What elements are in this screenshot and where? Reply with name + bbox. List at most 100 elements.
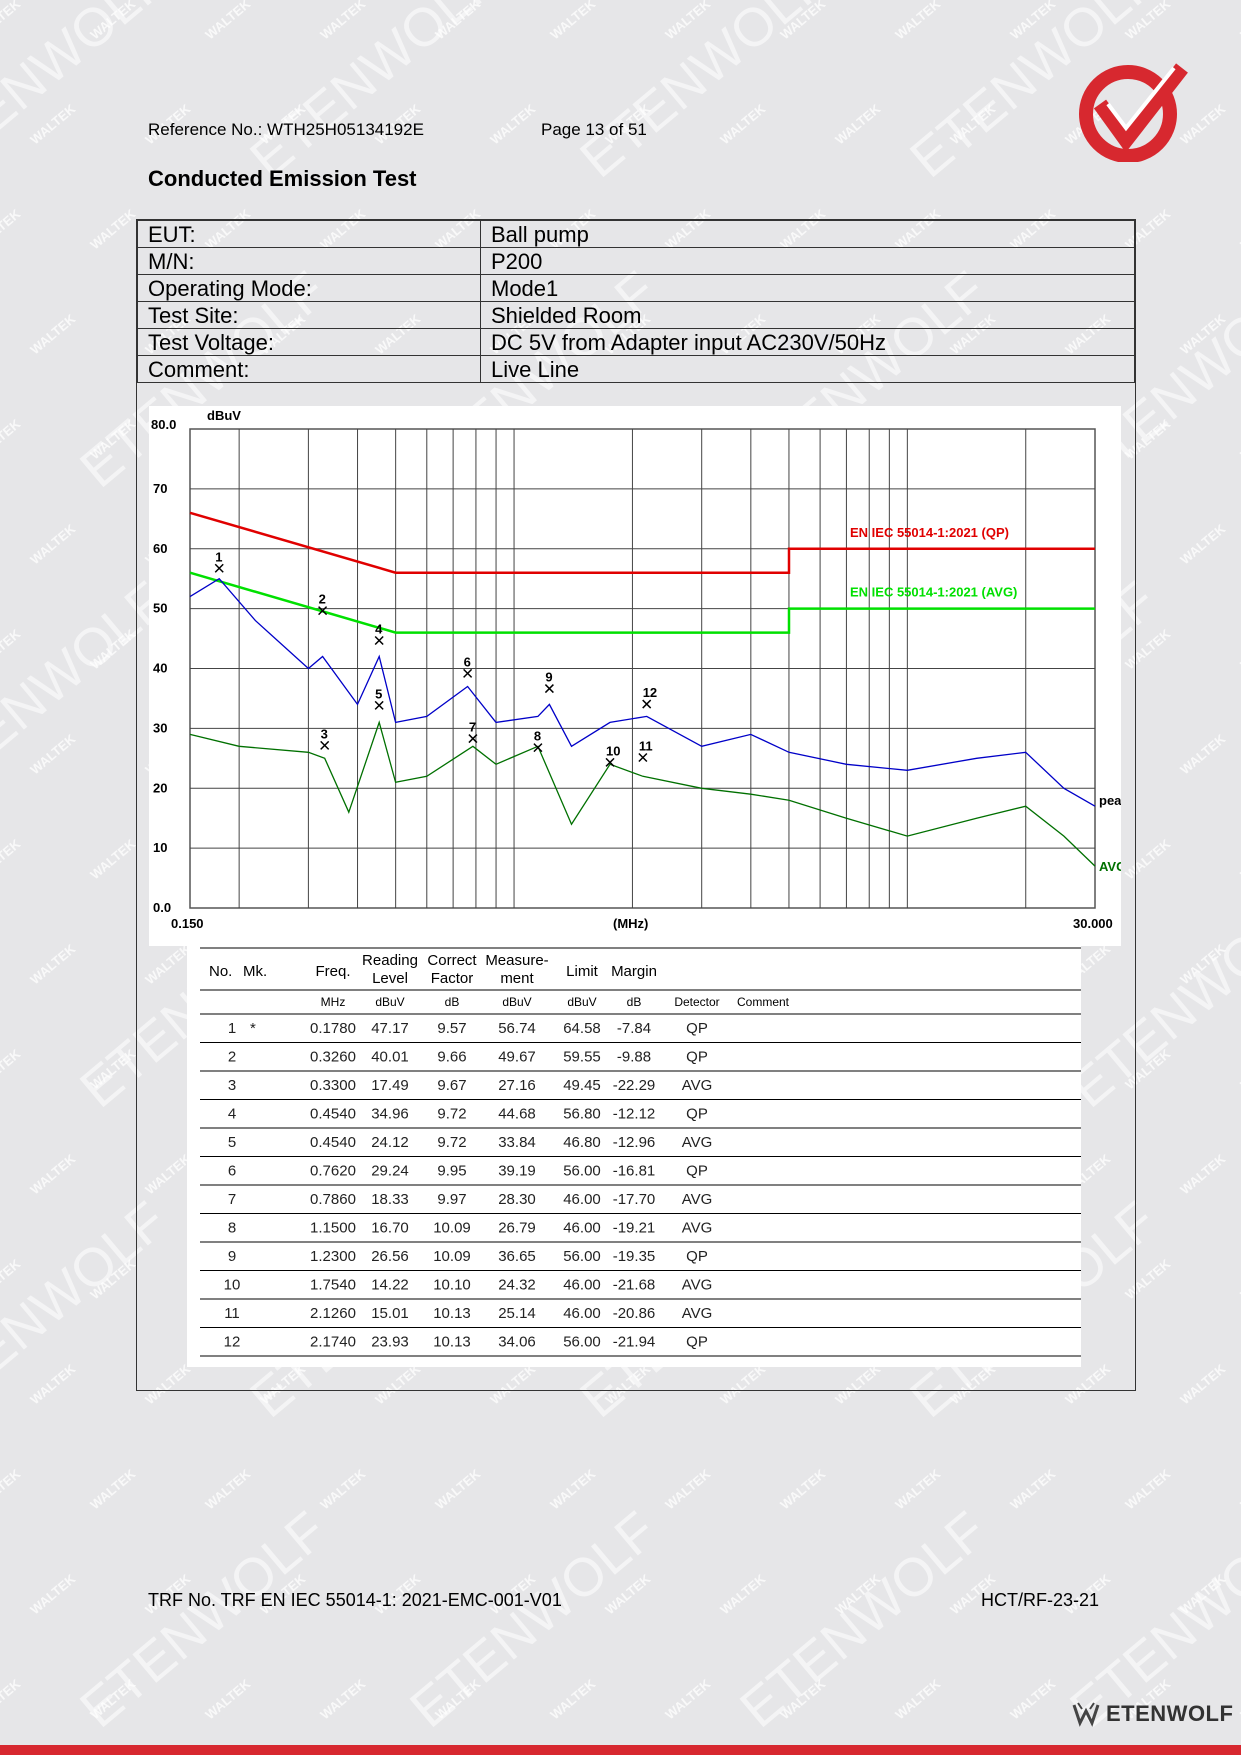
table-cell: 0.3260	[310, 1049, 356, 1066]
table-cell: 10.13	[433, 1334, 471, 1351]
emission-chart: 80.0 70 60 50 40 30 20 10 0.0 dBuV 0.150 30.000 (MHz…	[149, 406, 1129, 946]
watermark-text: WALTEK	[1177, 941, 1228, 988]
table-cell: 14.22	[371, 1277, 409, 1294]
watermark-text: WALTEK	[87, 0, 138, 42]
table-cell: 23.93	[371, 1334, 409, 1351]
info-row: M/N: P200	[137, 247, 1135, 275]
info-table: EUT: Ball pump M/N: P200 Operating Mode: Mo…	[137, 220, 1135, 383]
trf-number: TRF No. TRF EN IEC 55014-1: 2021-EMC-001…	[148, 1590, 562, 1610]
y-tick-label: 70	[153, 481, 167, 496]
table-cell: 8	[228, 1220, 236, 1237]
watermark-text: WALTEK	[27, 521, 78, 568]
watermark-text: WALTEK	[1237, 206, 1241, 253]
info-value: Shielded Room	[480, 301, 1135, 329]
watermark-text: WALTEK	[1122, 1466, 1173, 1513]
info-row: Comment: Live Line	[137, 355, 1135, 383]
watermark-text: WALTEK	[0, 416, 24, 463]
marker-x	[374, 635, 384, 646]
table-cell: 2.1740	[310, 1334, 356, 1351]
marker-x	[318, 606, 328, 616]
watermark-text: WALTEK	[0, 1046, 24, 1093]
watermark-text: WALTEK	[0, 206, 24, 253]
watermark-text: WALTEK	[662, 1676, 713, 1723]
table-cell: 47.17	[371, 1020, 409, 1037]
watermark-text: WALTEK	[432, 1466, 483, 1513]
page-title: Conducted Emission Test	[148, 166, 417, 191]
table-cell: 3	[228, 1077, 236, 1094]
info-label: Comment:	[137, 355, 481, 383]
table-cell: QP	[686, 1106, 708, 1123]
table-cell: 34.96	[371, 1106, 409, 1123]
table-cell: AVG	[682, 1277, 713, 1294]
table-cell: 10.09	[433, 1220, 471, 1237]
table-cell: 2.1260	[310, 1305, 356, 1322]
watermark-text: WALTEK	[87, 1676, 138, 1723]
table-cell: 56.80	[563, 1106, 601, 1123]
y-tick-label: 20	[153, 780, 167, 795]
table-cell: 10.09	[433, 1248, 471, 1265]
unit-label: dBuV	[567, 995, 596, 1009]
watermark-text: WALTEK	[1122, 0, 1173, 42]
unit-label: MHz	[321, 995, 346, 1009]
table-cell: 46.00	[563, 1191, 601, 1208]
watermark-text: WALTEK	[1237, 626, 1241, 673]
table-cell: -17.70	[613, 1191, 656, 1208]
y-tick-label: 0.0	[153, 900, 171, 915]
trace-line	[189, 577, 1096, 807]
watermark-text: WALTEK	[87, 206, 138, 253]
brand-name: ETENWOLF	[1106, 1701, 1234, 1726]
table-cell: 16.70	[371, 1220, 409, 1237]
table-cell: -21.94	[613, 1334, 656, 1351]
waltek-logo	[1079, 63, 1188, 162]
column-header: Measure-ment	[485, 952, 548, 987]
watermark-text: WALTEK	[202, 1676, 253, 1723]
watermark-text: WALTEK	[947, 101, 998, 148]
table-cell: 0.7860	[310, 1191, 356, 1208]
table-cell: -20.86	[613, 1305, 656, 1322]
watermark-text: WALTEK	[777, 0, 828, 42]
table-cell: QP	[686, 1020, 708, 1037]
info-value: DC 5V from Adapter input AC230V/50Hz	[480, 328, 1135, 356]
marker-x	[605, 757, 615, 767]
table-cell: 9.57	[437, 1020, 466, 1037]
table-cell: 25.14	[498, 1305, 536, 1322]
marker-x	[638, 752, 648, 763]
watermark-text: WALTEK	[717, 101, 768, 148]
marker-x	[463, 668, 473, 678]
etenwolf-brand: ETENWOLF	[1072, 1700, 1233, 1728]
bottom-accent-bar	[0, 1745, 1241, 1755]
watermark-text: WALTEK	[1237, 836, 1241, 883]
table-cell: 28.30	[498, 1191, 536, 1208]
marker-label: 11	[639, 738, 653, 753]
table-cell: 29.24	[371, 1163, 409, 1180]
marker-label: 8	[534, 729, 541, 744]
column-header: Freq.	[315, 963, 350, 980]
watermark-text: WALTEK	[0, 626, 24, 673]
watermark-text: WALTEK	[1237, 1466, 1241, 1513]
table-cell: 11	[224, 1305, 240, 1322]
marker-label: 10	[606, 743, 620, 758]
table-cell: 18.33	[371, 1191, 409, 1208]
table-cell: 9.72	[437, 1106, 466, 1123]
info-label: M/N:	[137, 247, 481, 275]
watermark-text: WALTEK	[602, 1571, 653, 1618]
watermark-text: ETENWOLF	[239, 0, 507, 189]
watermark-text: WALTEK	[777, 1466, 828, 1513]
table-cell: 24.32	[498, 1277, 536, 1294]
table-cell: 9.95	[437, 1163, 466, 1180]
table-cell: 49.67	[498, 1049, 536, 1066]
watermark-text: WALTEK	[547, 1676, 598, 1723]
column-header: Comment	[737, 995, 790, 1009]
table-cell: 0.4540	[310, 1106, 356, 1123]
table-cell: 34.06	[498, 1334, 536, 1351]
table-cell: 5	[228, 1134, 236, 1151]
watermark-text: WALTEK	[27, 731, 78, 778]
watermark-text: WALTEK	[892, 1466, 943, 1513]
watermark-text: WALTEK	[87, 1256, 138, 1303]
table-cell: 27.16	[498, 1077, 536, 1094]
table-cell: AVG	[682, 1134, 713, 1151]
marker-x	[533, 743, 543, 753]
table-cell: 9.66	[437, 1049, 466, 1066]
watermark-text: WALTEK	[662, 0, 713, 42]
x-tick-label: 30.000	[1073, 916, 1113, 931]
